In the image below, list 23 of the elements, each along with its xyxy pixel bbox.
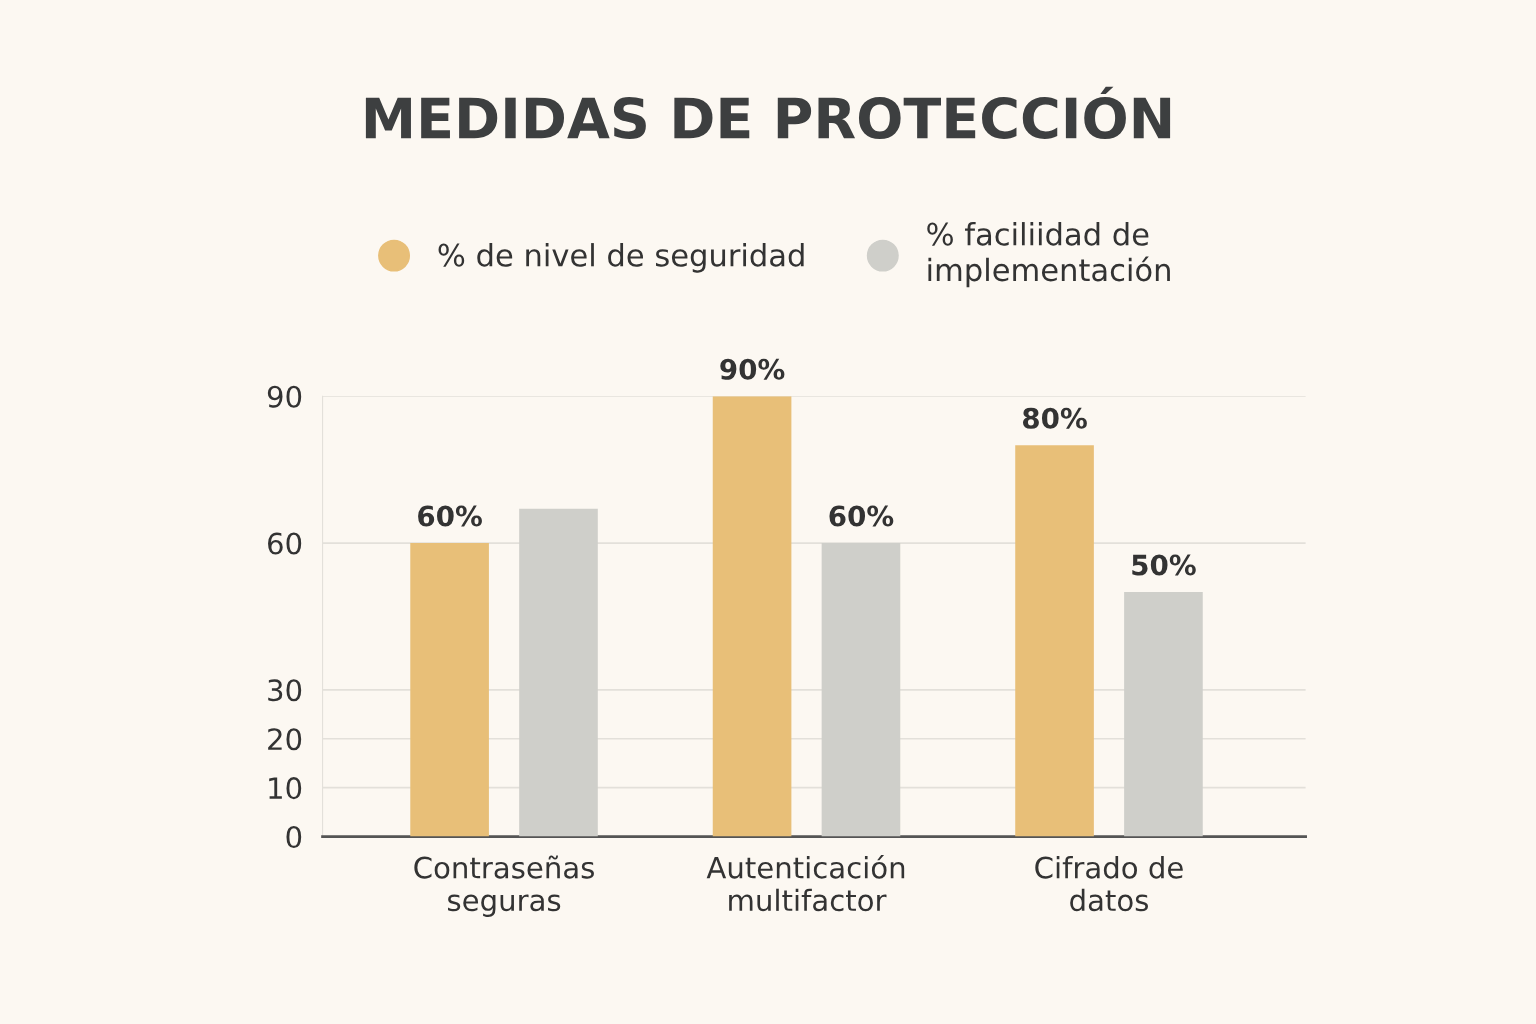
bar — [519, 508, 598, 837]
data-label: 60% — [418, 505, 482, 527]
data-label: 80% — [1023, 407, 1087, 429]
x-tick-label: Cifrado de datos — [1035, 856, 1183, 912]
data-label: 90% — [720, 358, 785, 380]
x-tick-label: Autenticación multifactor — [706, 854, 905, 912]
legend-label: % de nivel de seguridad — [438, 243, 804, 273]
x-tick-label: Contraseñas seguras — [414, 855, 594, 917]
bar — [1124, 591, 1203, 837]
y-tick-label: 90 — [267, 385, 302, 408]
y-tick-label: 60 — [268, 532, 302, 555]
y-tick-label: 0 — [286, 826, 302, 849]
bar — [712, 396, 792, 837]
bar — [1015, 445, 1094, 837]
bar — [410, 543, 489, 837]
bar — [821, 543, 901, 837]
y-tick-label: 20 — [268, 728, 302, 751]
chart-title: MEDIDAS DE PROTECCIÓN — [365, 86, 1171, 139]
legend-label: % faciliidad de implementación — [927, 222, 1170, 288]
data-label: 60% — [829, 505, 894, 527]
y-tick-label: 10 — [269, 777, 302, 800]
data-label: 50% — [1132, 554, 1196, 576]
y-tick-label: 30 — [268, 679, 302, 702]
